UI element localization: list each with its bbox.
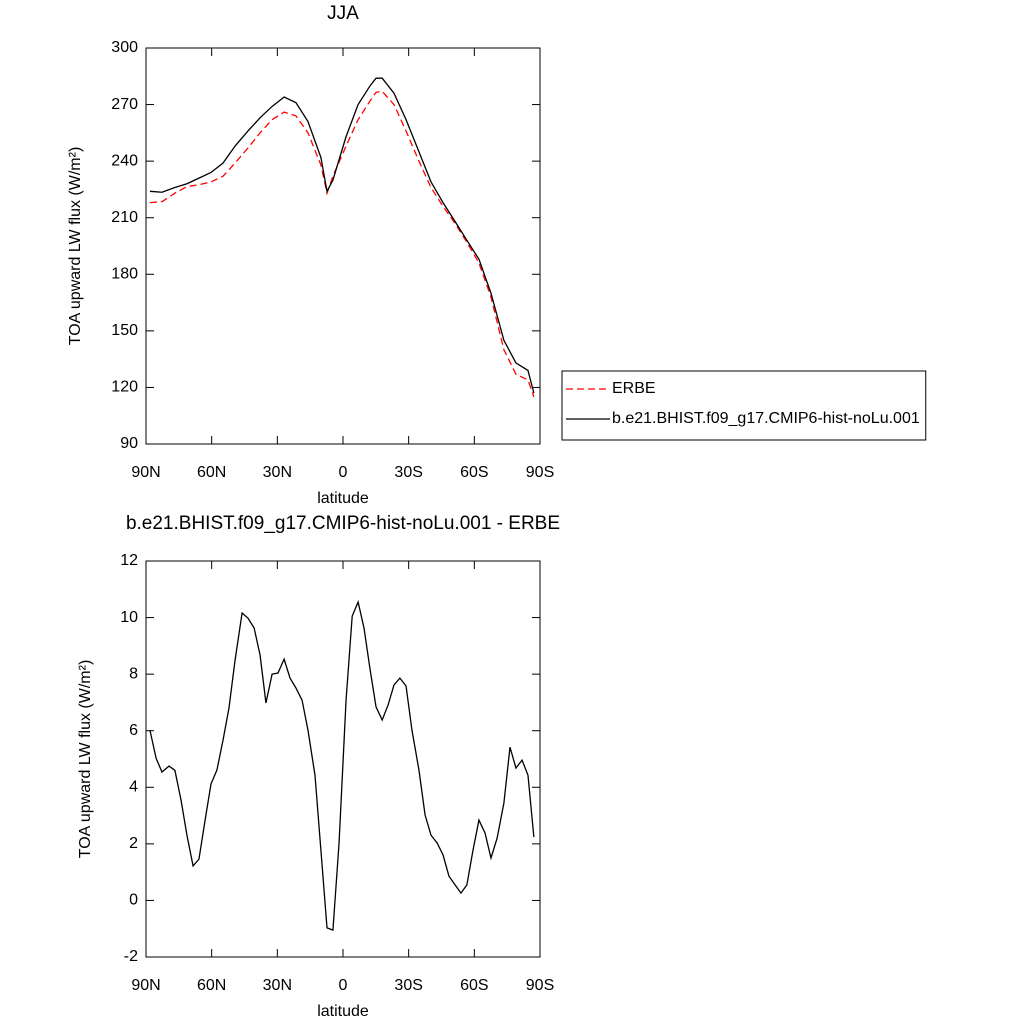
- y-tick-label: 0: [129, 892, 138, 909]
- y-tick-label: 6: [129, 722, 138, 739]
- x-tick-label: 90N: [131, 977, 160, 994]
- x-tick-label: 30S: [394, 464, 422, 481]
- y-tick-label: 240: [111, 152, 138, 169]
- y-tick-label: 180: [111, 266, 138, 283]
- x-tick-label: 0: [339, 464, 348, 481]
- y-tick-label: 210: [111, 209, 138, 226]
- x-tick-label: 60S: [460, 464, 488, 481]
- y-tick-label: 8: [129, 665, 138, 682]
- y-tick-label: 90: [120, 435, 138, 452]
- y-tick-label: 270: [111, 96, 138, 113]
- y-axis-label: TOA upward LW flux (W/m²): [77, 660, 94, 859]
- x-tick-label: 60N: [197, 977, 226, 994]
- y-axis-label: TOA upward LW flux (W/m²): [67, 147, 84, 346]
- legend-label: b.e21.BHIST.f09_g17.CMIP6-hist-noLu.001: [612, 410, 920, 427]
- chart-title: JJA: [327, 3, 359, 24]
- x-tick-label: 0: [339, 977, 348, 994]
- y-tick-label: 2: [129, 835, 138, 852]
- x-tick-label: 60S: [460, 977, 488, 994]
- data-line: [149, 77, 535, 394]
- y-tick-label: 300: [111, 39, 138, 56]
- y-tick-label: 120: [111, 379, 138, 396]
- y-tick-label: 12: [120, 552, 138, 569]
- x-tick-label: 90N: [131, 464, 160, 481]
- x-tick-label: 30S: [394, 977, 422, 994]
- y-tick-label: 10: [120, 609, 138, 626]
- x-tick-label: 90S: [526, 464, 554, 481]
- legend-label: ERBE: [612, 380, 656, 397]
- y-tick-label: 150: [111, 322, 138, 339]
- data-line: [149, 90, 535, 398]
- plot-frame: [145, 47, 541, 445]
- x-axis-label: latitude: [317, 1003, 369, 1020]
- legend-box: [561, 370, 927, 441]
- x-tick-label: 30N: [263, 977, 292, 994]
- chart-title: b.e21.BHIST.f09_g17.CMIP6-hist-noLu.001 …: [126, 513, 560, 534]
- y-tick-label: -2: [124, 948, 138, 965]
- data-line: [149, 599, 535, 932]
- x-tick-label: 30N: [263, 464, 292, 481]
- x-tick-label: 60N: [197, 464, 226, 481]
- x-tick-label: 90S: [526, 977, 554, 994]
- y-tick-label: 4: [129, 779, 138, 796]
- x-axis-label: latitude: [317, 490, 369, 507]
